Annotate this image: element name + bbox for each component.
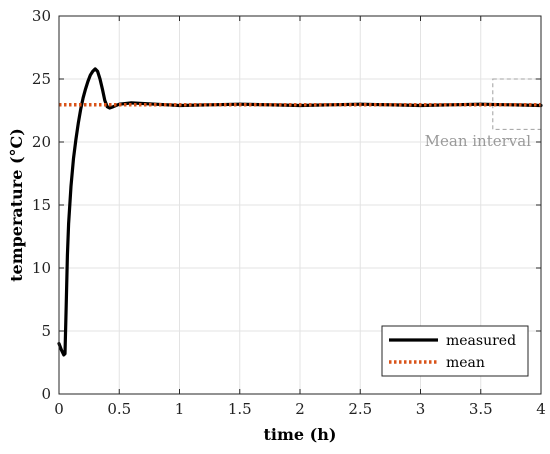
y-tick-label: 5 bbox=[41, 322, 51, 340]
y-axis-tick-labels: 0 5 10 15 20 25 30 bbox=[32, 7, 51, 403]
x-tick-label: 2.5 bbox=[348, 400, 372, 418]
x-tick-label: 0.5 bbox=[107, 400, 131, 418]
grid-lines bbox=[59, 16, 541, 394]
x-tick-label: 3 bbox=[416, 400, 426, 418]
y-tick-label: 25 bbox=[32, 70, 51, 88]
y-axis-title: temperature (°C) bbox=[7, 128, 26, 282]
x-tick-label: 3.5 bbox=[469, 400, 493, 418]
x-tick-label: 0 bbox=[54, 400, 64, 418]
x-tick-label: 4 bbox=[536, 400, 546, 418]
series-layer bbox=[57, 67, 543, 357]
y-tick-label: 15 bbox=[32, 196, 51, 214]
y-tick-label: 30 bbox=[32, 7, 51, 25]
x-tick-label: 1 bbox=[175, 400, 185, 418]
x-tick-label: 1.5 bbox=[228, 400, 252, 418]
legend: measured mean bbox=[381, 325, 529, 377]
legend-label-mean: mean bbox=[446, 355, 485, 371]
y-tick-label: 10 bbox=[32, 259, 51, 277]
mean-interval-label: Mean interval bbox=[425, 132, 532, 150]
axis-ticks bbox=[58, 15, 542, 395]
y-tick-label: 20 bbox=[32, 133, 51, 151]
y-tick-label: 0 bbox=[41, 385, 51, 403]
legend-label-measured: measured bbox=[446, 333, 516, 349]
legend-box bbox=[381, 325, 529, 377]
x-tick-label: 2 bbox=[295, 400, 305, 418]
x-axis-tick-labels: 0 0.5 1 1.5 2 2.5 3 3.5 4 bbox=[54, 400, 546, 418]
x-axis-title: time (h) bbox=[264, 425, 337, 444]
